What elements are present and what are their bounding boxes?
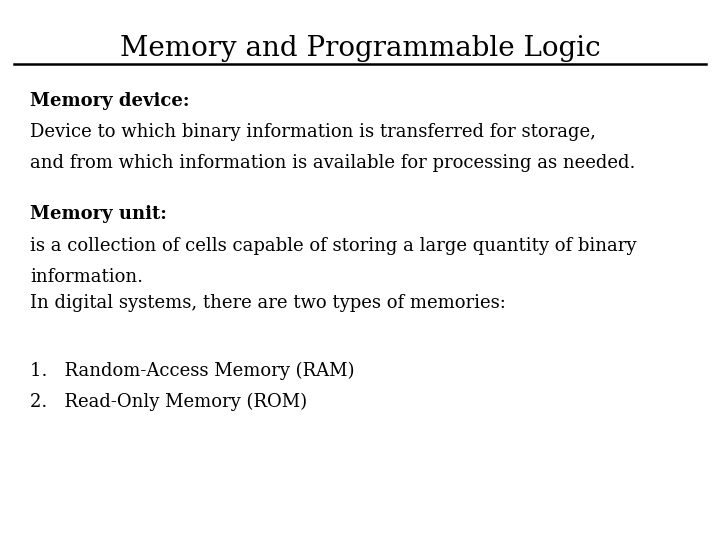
Text: Memory device:: Memory device: — [30, 92, 190, 110]
Text: Device to which binary information is transferred for storage,: Device to which binary information is tr… — [30, 123, 596, 141]
Text: information.: information. — [30, 268, 143, 286]
Text: 2.   Read-Only Memory (ROM): 2. Read-Only Memory (ROM) — [30, 393, 307, 411]
Text: 1.   Random-Access Memory (RAM): 1. Random-Access Memory (RAM) — [30, 362, 355, 380]
Text: and from which information is available for processing as needed.: and from which information is available … — [30, 154, 636, 172]
Text: Memory and Programmable Logic: Memory and Programmable Logic — [120, 35, 600, 62]
Text: is a collection of cells capable of storing a large quantity of binary: is a collection of cells capable of stor… — [30, 237, 636, 254]
Text: Memory unit:: Memory unit: — [30, 205, 167, 223]
Text: In digital systems, there are two types of memories:: In digital systems, there are two types … — [30, 294, 506, 312]
